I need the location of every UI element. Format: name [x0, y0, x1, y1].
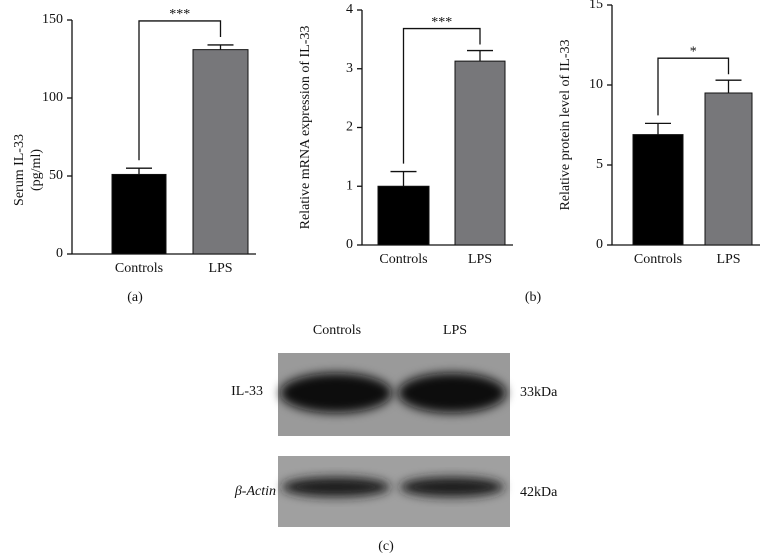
- bar: [632, 134, 684, 246]
- bar: [454, 60, 506, 246]
- x-tick-label: LPS: [716, 252, 740, 267]
- x-tick-label: Controls: [115, 261, 163, 276]
- significance-bracket: [657, 57, 730, 116]
- bar: [377, 185, 430, 246]
- y-axis-label: Relative mRNA expression of IL-33: [298, 26, 313, 230]
- western-blot: Controls LPS IL-33 33kDa β-Actin 42kDa (…: [231, 323, 558, 554]
- y-axis-label: (pg/ml): [29, 149, 44, 191]
- y-tick-label: 100: [42, 90, 63, 105]
- y-tick-label: 10: [589, 77, 603, 92]
- blot-column: Controls: [313, 323, 361, 338]
- panel-label: (c): [378, 539, 394, 554]
- y-tick-label: 4: [346, 2, 353, 17]
- significance-label: ***: [169, 7, 190, 22]
- blot-row-label: IL-33: [231, 384, 263, 399]
- significance-label: *: [690, 44, 697, 59]
- x-tick-label: LPS: [208, 261, 232, 276]
- x-tick-label: LPS: [468, 252, 492, 267]
- y-tick-label: 1: [346, 178, 353, 193]
- blot-band: [282, 477, 390, 497]
- panel-label: (a): [127, 290, 143, 305]
- y-tick-label: 50: [49, 168, 63, 183]
- bar-chart: 0 50 100 150 Serum IL-33 (pg/ml) Controls LPS **…: [12, 7, 256, 305]
- bar: [704, 92, 753, 246]
- x-tick-label: Controls: [634, 252, 682, 267]
- bar: [192, 49, 249, 255]
- y-tick-label: 0: [346, 237, 353, 252]
- y-tick-label: 15: [589, 0, 603, 12]
- bar: [111, 173, 167, 255]
- blot-size: 42kDa: [520, 485, 558, 500]
- y-axis-label: Serum IL-33: [12, 134, 27, 206]
- blot-band: [280, 373, 392, 413]
- blot-band: [400, 477, 504, 497]
- panel-label: (b): [525, 290, 542, 305]
- y-tick-label: 150: [42, 12, 63, 27]
- significance-label: ***: [431, 15, 452, 30]
- blot-band: [398, 373, 506, 413]
- bar-chart: 0 5 10 15 Relative protein level of IL-33 Con…: [558, 0, 760, 267]
- y-tick-label: 3: [346, 61, 353, 76]
- blot-size: 33kDa: [520, 385, 558, 400]
- y-tick-label: 2: [346, 120, 353, 135]
- y-tick-label: 0: [596, 237, 603, 252]
- y-tick-label: 0: [56, 246, 63, 261]
- significance-bracket: [402, 27, 481, 164]
- y-tick-label: 5: [596, 157, 603, 172]
- blot-row-label: β-Actin: [234, 484, 276, 499]
- x-tick-label: Controls: [379, 252, 427, 267]
- blot-column: LPS: [443, 323, 467, 338]
- bar-chart: 0 1 2 3 4 Relative mRNA expression of IL-33 Co…: [298, 2, 541, 305]
- y-axis-label: Relative protein level of IL-33: [558, 39, 573, 210]
- significance-bracket: [138, 20, 222, 161]
